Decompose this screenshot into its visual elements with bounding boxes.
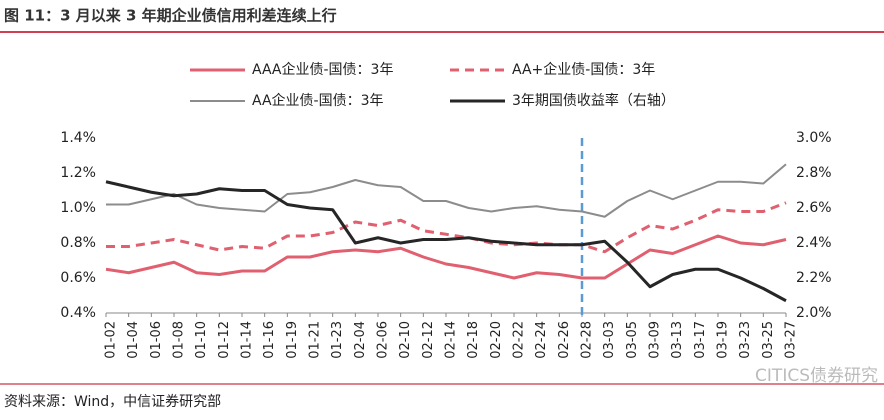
x-tick-label: 03-17: [693, 321, 708, 359]
watermark: CITICS债券研究: [755, 366, 878, 386]
series-line: [106, 201, 787, 254]
x-tick-label: 01-12: [217, 321, 232, 359]
y2-tick-label: 2.8%: [796, 165, 832, 181]
y2-tick-label: 2.6%: [796, 200, 832, 216]
x-tick-label: 02-24: [534, 321, 549, 359]
x-tick-label: 02-14: [444, 321, 459, 359]
x-tick-label: 01-19: [285, 321, 300, 359]
y2-tick-label: 2.4%: [796, 235, 832, 251]
x-tick-label: 03-23: [738, 321, 753, 359]
y-tick-label: 1.2%: [60, 165, 96, 181]
x-tick-label: 01-02: [104, 321, 119, 359]
x-tick-label: 03-25: [761, 321, 776, 359]
legend-label: 3年期国债收益率（右轴）: [512, 92, 675, 109]
y2-tick-label: 3.0%: [796, 130, 832, 146]
x-tick-label: 03-27: [784, 321, 799, 359]
x-tick-label: 03-13: [670, 321, 685, 359]
x-tick-label: 01-06: [149, 321, 164, 359]
x-tick-label: 01-23: [330, 321, 345, 359]
y-tick-label: 1.0%: [60, 200, 96, 216]
x-tick-label: 01-10: [194, 321, 209, 359]
series-line: [106, 163, 787, 218]
y-tick-label: 0.8%: [60, 235, 96, 251]
x-tick-label: 01-04: [126, 321, 141, 359]
series-line: [105, 180, 787, 303]
x-tick-label: 02-28: [580, 321, 595, 359]
x-tick-label: 01-21: [308, 321, 323, 359]
x-tick-label: 03-03: [602, 321, 617, 359]
y2-tick-label: 2.0%: [796, 305, 832, 321]
x-tick-label: 03-19: [716, 321, 731, 359]
x-tick-label: 02-26: [557, 321, 572, 359]
x-tick-label: 03-09: [648, 321, 663, 359]
x-tick-label: 03-05: [625, 321, 640, 359]
y-tick-label: 0.6%: [60, 270, 96, 286]
source: 资料来源：Wind，中信证券研究部: [4, 394, 221, 410]
x-tick-label: 01-14: [240, 321, 255, 359]
chart-title: 图 11：3 月以来 3 年期企业债信用利差连续上行: [4, 7, 337, 25]
y-tick-label: 0.4%: [60, 305, 96, 321]
x-tick-label: 02-18: [466, 321, 481, 359]
legend-label: AA+企业债-国债：3年: [512, 61, 655, 78]
y2-tick-label: 2.2%: [796, 270, 832, 286]
x-tick-label: 02-12: [421, 321, 436, 359]
x-tick-label: 02-04: [353, 321, 368, 359]
x-tick-label: 02-20: [489, 321, 504, 359]
x-tick-label: 02-22: [512, 321, 527, 359]
x-tick-label: 01-16: [262, 321, 277, 359]
legend-label: AAA企业债-国债：3年: [252, 61, 393, 78]
legend-label: AA企业债-国债：3年: [252, 92, 384, 109]
x-tick-label: 01-08: [172, 321, 187, 359]
x-tick-label: 02-06: [376, 321, 391, 359]
x-tick-label: 02-10: [398, 321, 413, 359]
series-line: [105, 234, 787, 280]
y-tick-label: 1.4%: [60, 130, 96, 146]
